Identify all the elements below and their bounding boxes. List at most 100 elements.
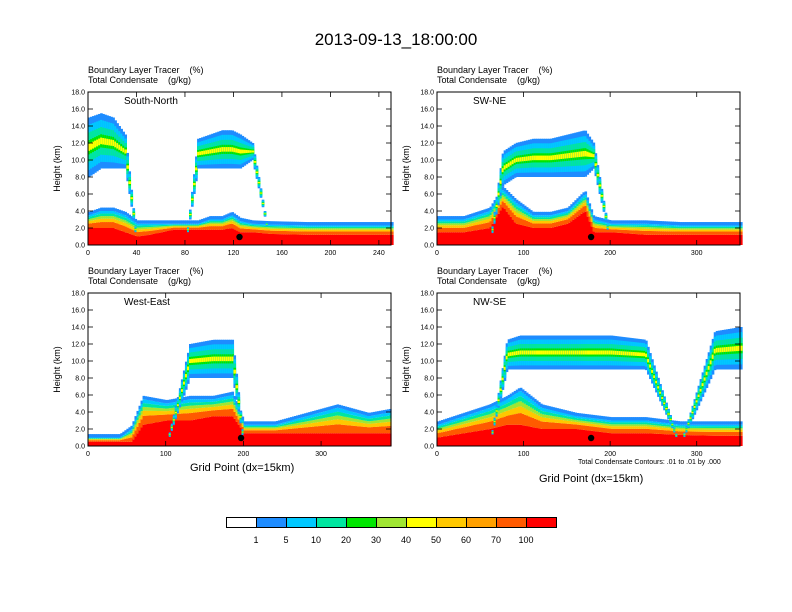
tracer-band (138, 223, 142, 226)
anvil-band (197, 358, 200, 363)
tracer-band (209, 219, 212, 222)
tracer-band (374, 229, 378, 232)
anvil-band (523, 156, 527, 162)
tracer-band (368, 225, 372, 227)
tracer-band (316, 222, 319, 226)
tracer-band (263, 428, 267, 431)
tracer-band (128, 435, 132, 438)
tracer-band (455, 227, 458, 233)
tracer-band (376, 234, 380, 245)
tracer-band (138, 418, 142, 423)
tracer-band (368, 416, 372, 419)
tracer-band (209, 404, 212, 408)
tracer-band (108, 207, 111, 211)
tracer-band (166, 411, 170, 415)
anvil-band (568, 350, 571, 355)
tracer-band (209, 226, 212, 230)
tracer-band (124, 222, 127, 227)
tracer-band (300, 420, 303, 423)
tracer-band (322, 225, 325, 227)
anvil-band (199, 151, 202, 156)
tracer-band (257, 227, 261, 230)
tracer-band (614, 225, 618, 227)
tracer-band (527, 410, 531, 417)
tracer-band (247, 222, 251, 225)
tracer-band (253, 426, 257, 428)
tracer-band (306, 421, 309, 424)
tracer-band (360, 234, 364, 245)
tracer-band (168, 220, 172, 224)
tracer-band (505, 193, 509, 197)
tracer-band (588, 421, 592, 424)
tracer-band (352, 225, 356, 227)
tracer-band (263, 225, 267, 228)
tracer-band (616, 232, 620, 245)
tracer-band (481, 215, 485, 219)
tracer-band (570, 414, 573, 418)
tracer-band (548, 418, 551, 423)
tracer-band (132, 227, 136, 231)
tracer-band (259, 226, 263, 229)
tracer-band (239, 222, 243, 225)
y-tick-label: 16.0 (71, 308, 85, 315)
tracer-band (675, 234, 678, 245)
tracer-band (489, 417, 493, 422)
tracer-band (459, 223, 462, 226)
anvil-band (576, 350, 579, 355)
tracer-band (439, 232, 442, 245)
tracer-band (130, 431, 134, 433)
tracer-band (604, 228, 608, 233)
tracer-band (735, 222, 739, 226)
tracer-band (453, 416, 456, 420)
tracer-band (683, 222, 687, 226)
tracer-band (689, 234, 693, 245)
tracer-band (108, 439, 111, 441)
tracer-band (269, 421, 273, 425)
tracer-band (628, 228, 632, 231)
anvil-band (261, 202, 265, 204)
tracer-band (241, 221, 245, 224)
tracer-band (489, 206, 493, 211)
anvil-band (505, 164, 509, 169)
tracer-band (263, 433, 267, 446)
tracer-band (570, 207, 573, 210)
tracer-band (304, 424, 307, 428)
tracer-band (354, 225, 358, 227)
tracer-band (580, 202, 584, 205)
tracer-band (477, 219, 481, 222)
tracer-band (465, 227, 468, 232)
tracer-band (667, 231, 670, 235)
tracer-band (501, 398, 505, 402)
tracer-band (509, 424, 513, 446)
panel-west-east: 0.0 2.0 4.0 6.0 8.0 10.0 12.0 14.0 16.0 18.0 0 100 2… (40, 281, 410, 471)
tracer-band (376, 228, 380, 230)
tracer-band (437, 424, 440, 427)
tracer-band (332, 222, 336, 226)
tracer-band (219, 400, 222, 404)
tracer-band (332, 228, 336, 230)
tracer-band (515, 209, 519, 213)
tracer-band (148, 228, 152, 231)
tracer-band (106, 439, 109, 441)
tracer-band (348, 433, 352, 446)
tracer-band (564, 415, 567, 419)
tracer-band (201, 223, 204, 225)
tracer-band (130, 425, 134, 430)
tracer-band (98, 438, 101, 440)
tracer-band (322, 222, 325, 226)
tracer-band (715, 231, 719, 235)
tracer-band (146, 407, 150, 411)
x-tick-label: 200 (238, 451, 250, 458)
tracer-band (277, 228, 281, 231)
tracer-band (447, 232, 450, 245)
tracer-band (523, 390, 527, 395)
tracer-band (182, 413, 186, 421)
tracer-band (554, 222, 557, 227)
tracer-band (495, 217, 499, 245)
tracer-band (298, 420, 301, 423)
tracer-band (525, 207, 529, 211)
tracer-band (130, 219, 134, 222)
tracer-band (213, 221, 216, 223)
tracer-band (176, 226, 180, 228)
tracer-band (136, 420, 140, 423)
